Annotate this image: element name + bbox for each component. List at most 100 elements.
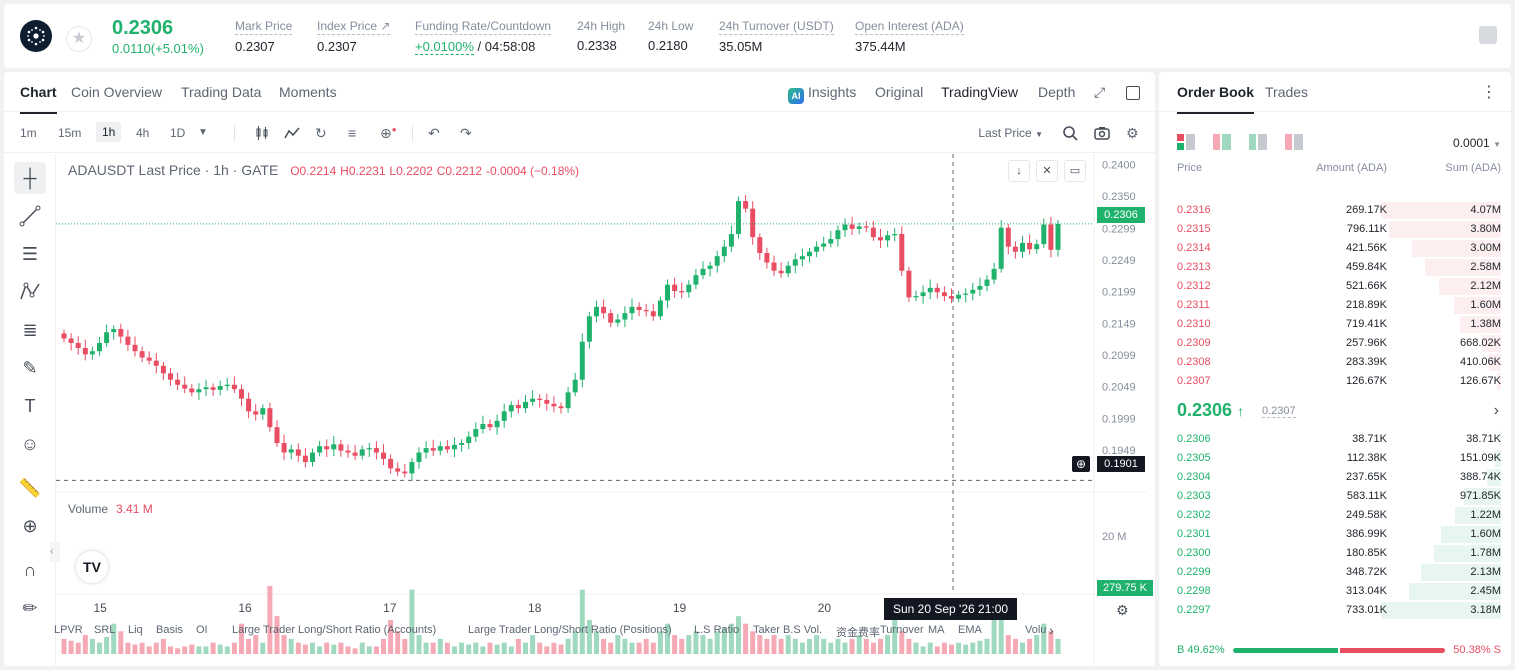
chevron-right-icon[interactable]: › bbox=[1049, 622, 1054, 638]
redo-icon[interactable]: ↷ bbox=[460, 125, 472, 141]
add-order-icon[interactable]: ⊕ bbox=[1072, 456, 1090, 472]
ask-row[interactable]: 0.2307 126.67K 126.67K bbox=[1159, 372, 1511, 391]
insights-button[interactable]: AI Insights bbox=[788, 84, 856, 104]
stat-index-price[interactable]: Index Price ↗ 0.2307 bbox=[317, 18, 391, 54]
volume-bar bbox=[302, 644, 308, 654]
more-icon[interactable]: ⋮ bbox=[1481, 84, 1497, 101]
text-tool-icon[interactable]: T bbox=[24, 396, 36, 416]
tab-coin-overview[interactable]: Coin Overview bbox=[71, 84, 163, 100]
view-depth[interactable]: Depth bbox=[1038, 84, 1076, 100]
candle-body bbox=[153, 360, 159, 366]
bid-row[interactable]: 0.2299 348.72K 2.13M bbox=[1159, 563, 1511, 582]
precision-dropdown[interactable]: 0.0001 ▼ bbox=[1453, 136, 1501, 150]
crosshair-icon[interactable]: ┼ bbox=[14, 162, 46, 194]
bid-row[interactable]: 0.2302 249.58K 1.22M bbox=[1159, 506, 1511, 525]
arrow-down-icon[interactable]: ↓ bbox=[1008, 160, 1030, 182]
timeframe-4h[interactable]: 4h bbox=[136, 126, 150, 140]
ask-row[interactable]: 0.2310 719.41K 1.38M bbox=[1159, 315, 1511, 334]
ruler-icon[interactable]: 📏 bbox=[18, 478, 42, 498]
indicator-item[interactable]: Liq bbox=[128, 624, 143, 636]
indicator-item[interactable]: Basis bbox=[156, 624, 183, 636]
volume-bar bbox=[530, 635, 536, 654]
ask-row[interactable]: 0.2308 283.39K 410.06K bbox=[1159, 353, 1511, 372]
bid-row[interactable]: 0.2303 583.11K 971.85K bbox=[1159, 487, 1511, 506]
brush-icon[interactable]: ✎ bbox=[22, 358, 38, 378]
replay-icon[interactable]: ↻ bbox=[315, 125, 327, 141]
templates-icon[interactable]: ≡ bbox=[348, 125, 357, 141]
tab-chart[interactable]: Chart bbox=[20, 84, 57, 114]
bid-row[interactable]: 0.2305 112.38K 151.09K bbox=[1159, 449, 1511, 468]
timeframe-1h[interactable]: 1h bbox=[96, 122, 122, 142]
favorite-star-icon[interactable]: ★ bbox=[66, 26, 92, 52]
camera-icon[interactable] bbox=[1094, 125, 1110, 144]
indicator-item[interactable]: LPVR bbox=[54, 624, 83, 636]
indicator-item[interactable]: SRL bbox=[94, 624, 116, 636]
trend-line-icon[interactable] bbox=[14, 200, 46, 232]
indicator-item[interactable]: Turnover bbox=[880, 624, 924, 636]
book-icon[interactable] bbox=[1479, 26, 1497, 44]
tab-moments[interactable]: Moments bbox=[279, 84, 337, 100]
view-bids-asks-icon[interactable] bbox=[1213, 134, 1231, 153]
bid-row[interactable]: 0.2297 733.01K 3.18M bbox=[1159, 601, 1511, 620]
candlestick-chart[interactable]: 0.2400 0.2350 0.2299 0.2249 0.2199 0.2149 0.20… bbox=[56, 154, 1146, 666]
indicator-item[interactable]: Large Trader Long/Short Ratio (Accounts) bbox=[232, 624, 437, 636]
chevron-right-icon[interactable]: › bbox=[1493, 402, 1499, 419]
bid-row[interactable]: 0.2298 313.04K 2.45M bbox=[1159, 582, 1511, 601]
settings-gear-icon[interactable]: ⚙ bbox=[1126, 125, 1139, 141]
timeframe-dropdown-icon[interactable]: ▼ bbox=[198, 127, 208, 138]
ask-row[interactable]: 0.2312 521.66K 2.12M bbox=[1159, 277, 1511, 296]
view-tradingview[interactable]: TradingView bbox=[941, 84, 1019, 100]
ask-row[interactable]: 0.2314 421.56K 3.00M bbox=[1159, 239, 1511, 258]
timeframe-1d[interactable]: 1D bbox=[170, 126, 186, 140]
tab-order-book[interactable]: Order Book bbox=[1177, 84, 1255, 114]
maximize-icon[interactable]: ▭ bbox=[1064, 160, 1086, 182]
indicator-item[interactable]: 资金费率 bbox=[836, 627, 880, 639]
pattern-icon[interactable] bbox=[14, 276, 46, 308]
mid-price: 0.2306 ↑ bbox=[1177, 400, 1244, 421]
collapse-icon[interactable]: ✕ bbox=[1036, 160, 1058, 182]
indicator-item[interactable]: Volu bbox=[1025, 624, 1047, 636]
bid-row[interactable]: 0.2304 237.65K 388.74K bbox=[1159, 468, 1511, 487]
window-icon[interactable] bbox=[1126, 86, 1140, 100]
view-original[interactable]: Original bbox=[875, 84, 924, 100]
bid-row[interactable]: 0.2306 38.71K 38.71K bbox=[1159, 430, 1511, 449]
ask-sum: 2.58M bbox=[1470, 261, 1501, 273]
magnet-icon[interactable]: ∩ bbox=[23, 560, 37, 580]
indicators-icon[interactable] bbox=[284, 125, 300, 144]
chart-settings-icon[interactable]: ⚙ bbox=[1116, 602, 1129, 618]
collapse-left-icon[interactable]: ‹ bbox=[50, 542, 60, 562]
tab-trading-data[interactable]: Trading Data bbox=[181, 84, 262, 100]
candles-icon[interactable] bbox=[254, 125, 270, 144]
tab-trades[interactable]: Trades bbox=[1265, 84, 1309, 100]
emoji-icon[interactable]: ☺ bbox=[20, 434, 40, 454]
lock-icon[interactable]: ✏ bbox=[22, 598, 38, 618]
add-alert-icon[interactable]: ⊕● bbox=[380, 125, 397, 141]
bid-row[interactable]: 0.2300 180.85K 1.78M bbox=[1159, 544, 1511, 563]
zoom-in-icon[interactable]: ⊕ bbox=[22, 516, 38, 536]
price-type-dropdown[interactable]: Last Price ▼ bbox=[978, 126, 1043, 140]
indicator-item[interactable]: MA bbox=[928, 624, 945, 636]
volume-bar bbox=[160, 638, 166, 654]
indicator-item[interactable]: L.S Ratio bbox=[694, 624, 740, 636]
ask-row[interactable]: 0.2313 459.84K 2.58M bbox=[1159, 258, 1511, 277]
ask-row[interactable]: 0.2315 796.11K 3.80M bbox=[1159, 220, 1511, 239]
indicator-item[interactable]: EMA bbox=[958, 624, 982, 636]
view-bids-icon[interactable] bbox=[1249, 134, 1267, 153]
bid-row[interactable]: 0.2301 386.99K 1.60M bbox=[1159, 525, 1511, 544]
expand-icon[interactable]: ⤢ bbox=[1094, 84, 1106, 100]
horizontal-lines-icon[interactable]: ☰ bbox=[21, 244, 39, 264]
view-asks-icon[interactable] bbox=[1285, 134, 1303, 153]
tradingview-logo-icon[interactable]: TV bbox=[76, 551, 108, 583]
ask-row[interactable]: 0.2311 218.89K 1.60M bbox=[1159, 296, 1511, 315]
ask-row[interactable]: 0.2316 269.17K 4.07M bbox=[1159, 201, 1511, 220]
search-icon[interactable] bbox=[1062, 125, 1078, 144]
indicator-item[interactable]: OI bbox=[196, 624, 208, 636]
fib-icon[interactable]: ≣ bbox=[22, 320, 38, 340]
ask-row[interactable]: 0.2309 257.96K 668.02K bbox=[1159, 334, 1511, 353]
timeframe-15m[interactable]: 15m bbox=[58, 126, 82, 140]
undo-icon[interactable]: ↶ bbox=[428, 125, 440, 141]
timeframe-1m[interactable]: 1m bbox=[20, 126, 37, 140]
indicator-item[interactable]: Taker B.S Vol. bbox=[753, 624, 823, 636]
view-both-icon[interactable] bbox=[1177, 134, 1195, 153]
indicator-item[interactable]: Large Trader Long/Short Ratio (Positions… bbox=[468, 624, 672, 636]
